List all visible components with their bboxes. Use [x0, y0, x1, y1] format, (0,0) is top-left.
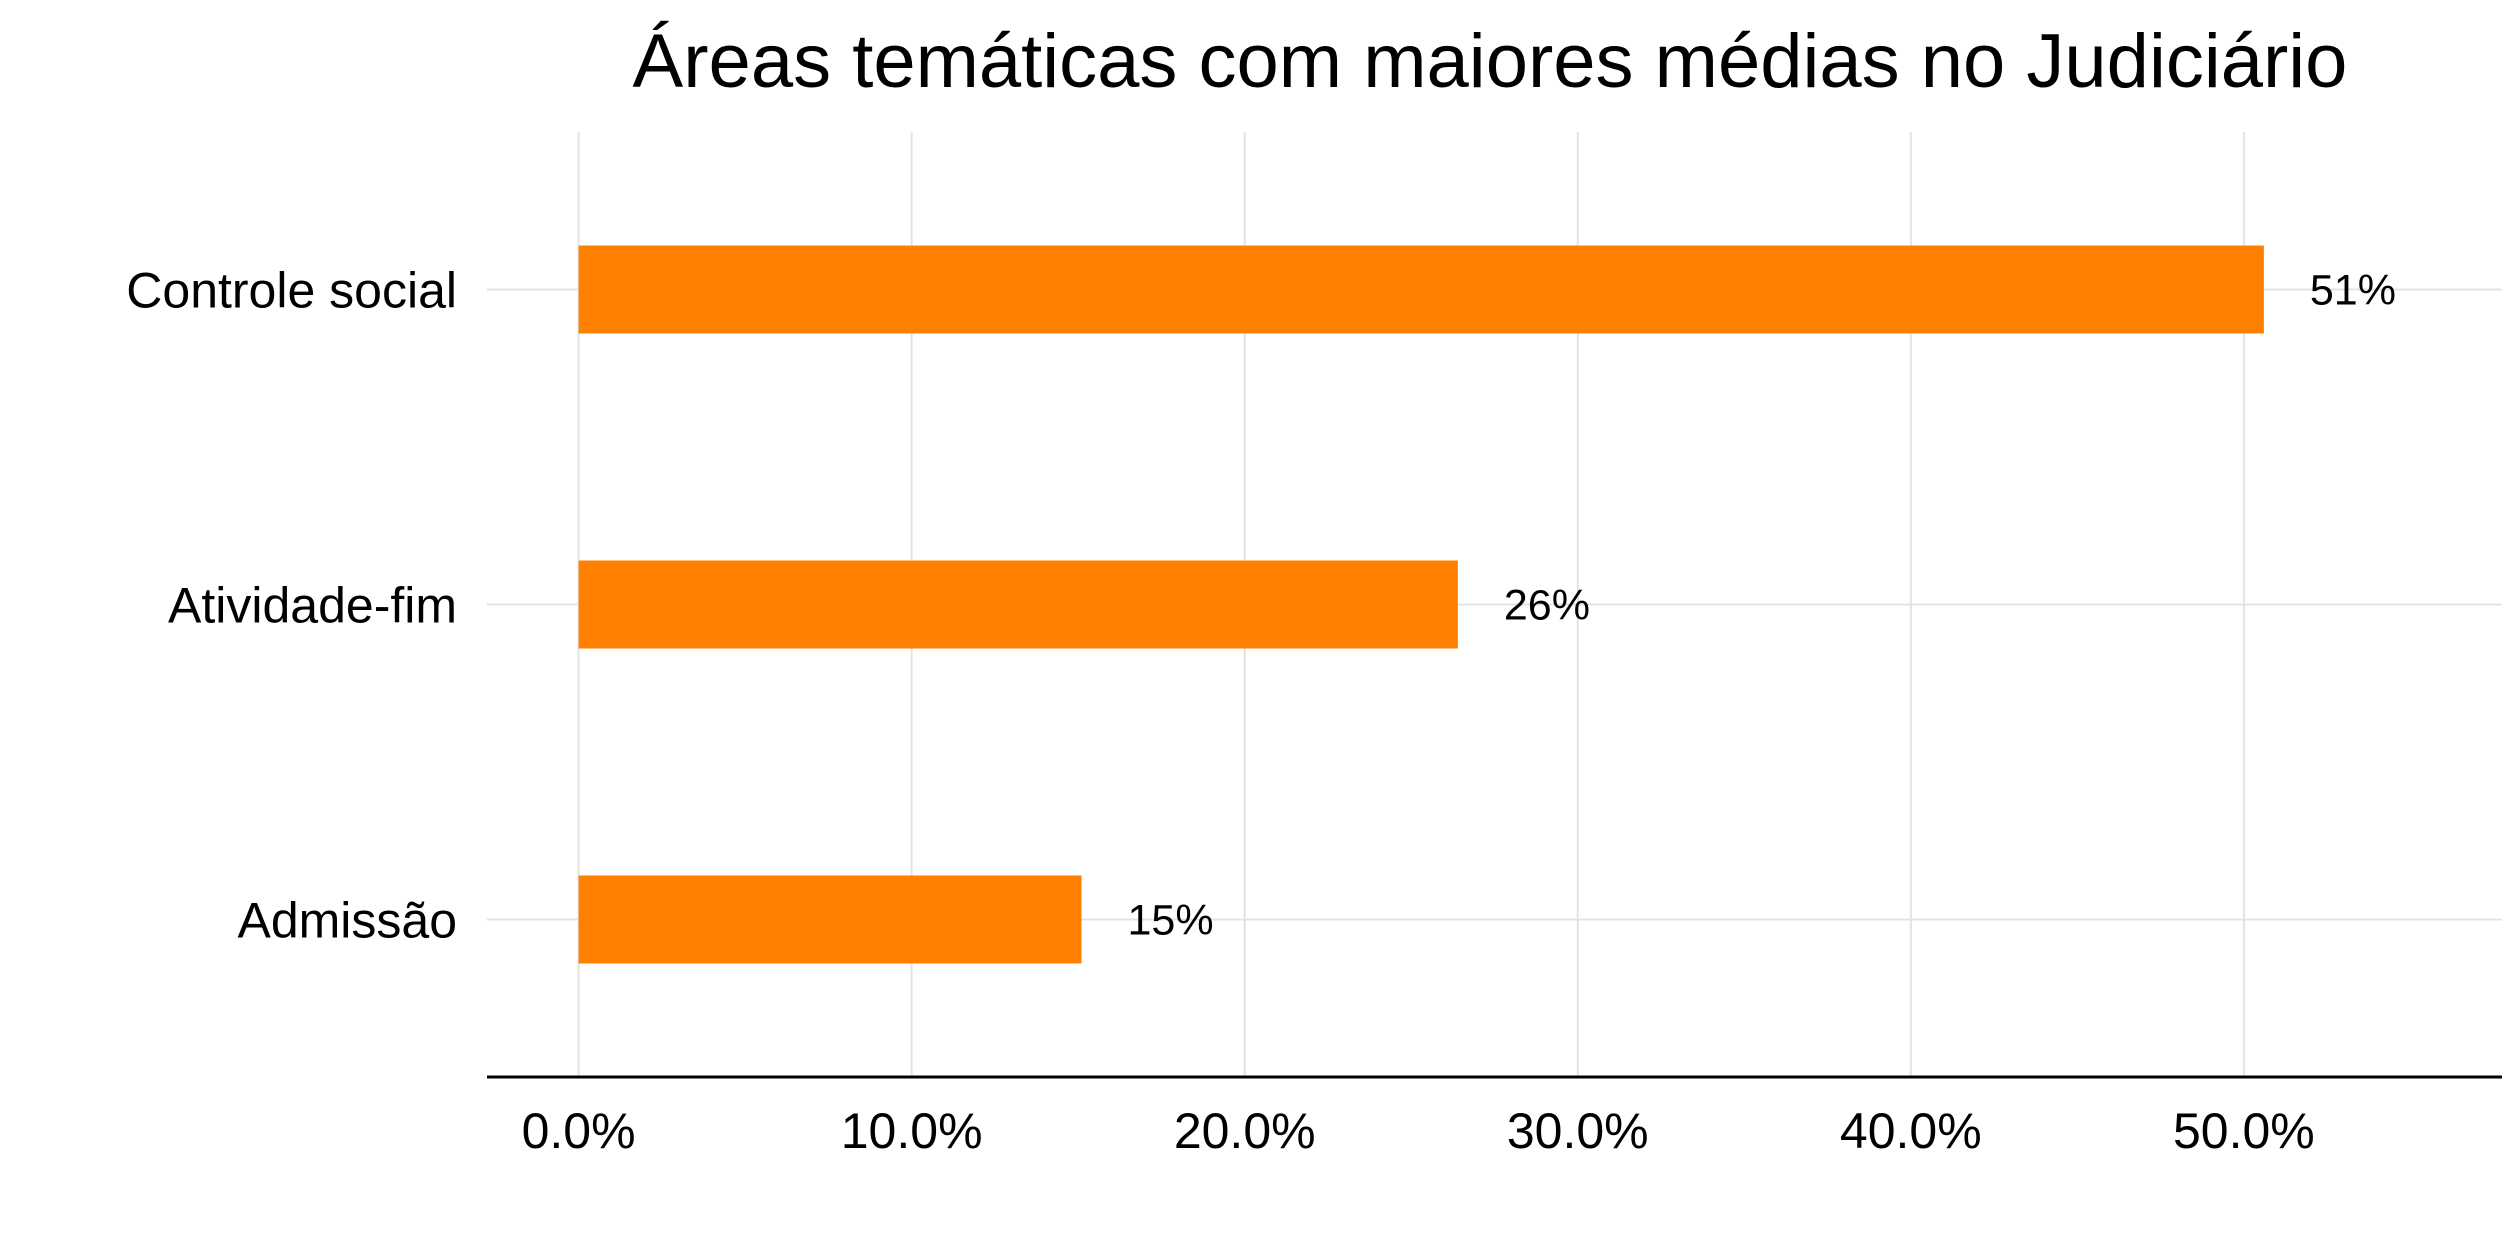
- data-labels: 51% 26% 15%: [1128, 267, 2396, 945]
- bars: [578, 245, 2264, 964]
- data-label: 15%: [1128, 897, 1214, 945]
- bar: [578, 560, 1458, 649]
- chart-title: Áreas temáticas com maiores médias no Ju…: [633, 19, 2348, 104]
- x-tick-label: 40.0%: [1840, 1103, 1982, 1159]
- x-tick-label: 50.0%: [2173, 1103, 2315, 1159]
- bar: [578, 875, 1082, 964]
- x-tick-label: 0.0%: [522, 1103, 636, 1159]
- x-tick-label: 10.0%: [841, 1103, 983, 1159]
- data-label: 26%: [1504, 582, 1590, 630]
- category-label: Admissão: [237, 893, 457, 949]
- category-labels: Controle social Atividade-fim Admissão: [126, 263, 457, 949]
- x-tick-label: 30.0%: [1507, 1103, 1649, 1159]
- x-tick-label: 20.0%: [1174, 1103, 1316, 1159]
- category-label: Atividade-fim: [168, 578, 457, 634]
- x-tick-labels: 0.0% 10.0% 20.0% 30.0% 40.0% 50.0%: [522, 1103, 2315, 1159]
- category-label: Controle social: [126, 263, 457, 319]
- data-label: 51%: [2310, 267, 2396, 315]
- bar: [578, 245, 2264, 334]
